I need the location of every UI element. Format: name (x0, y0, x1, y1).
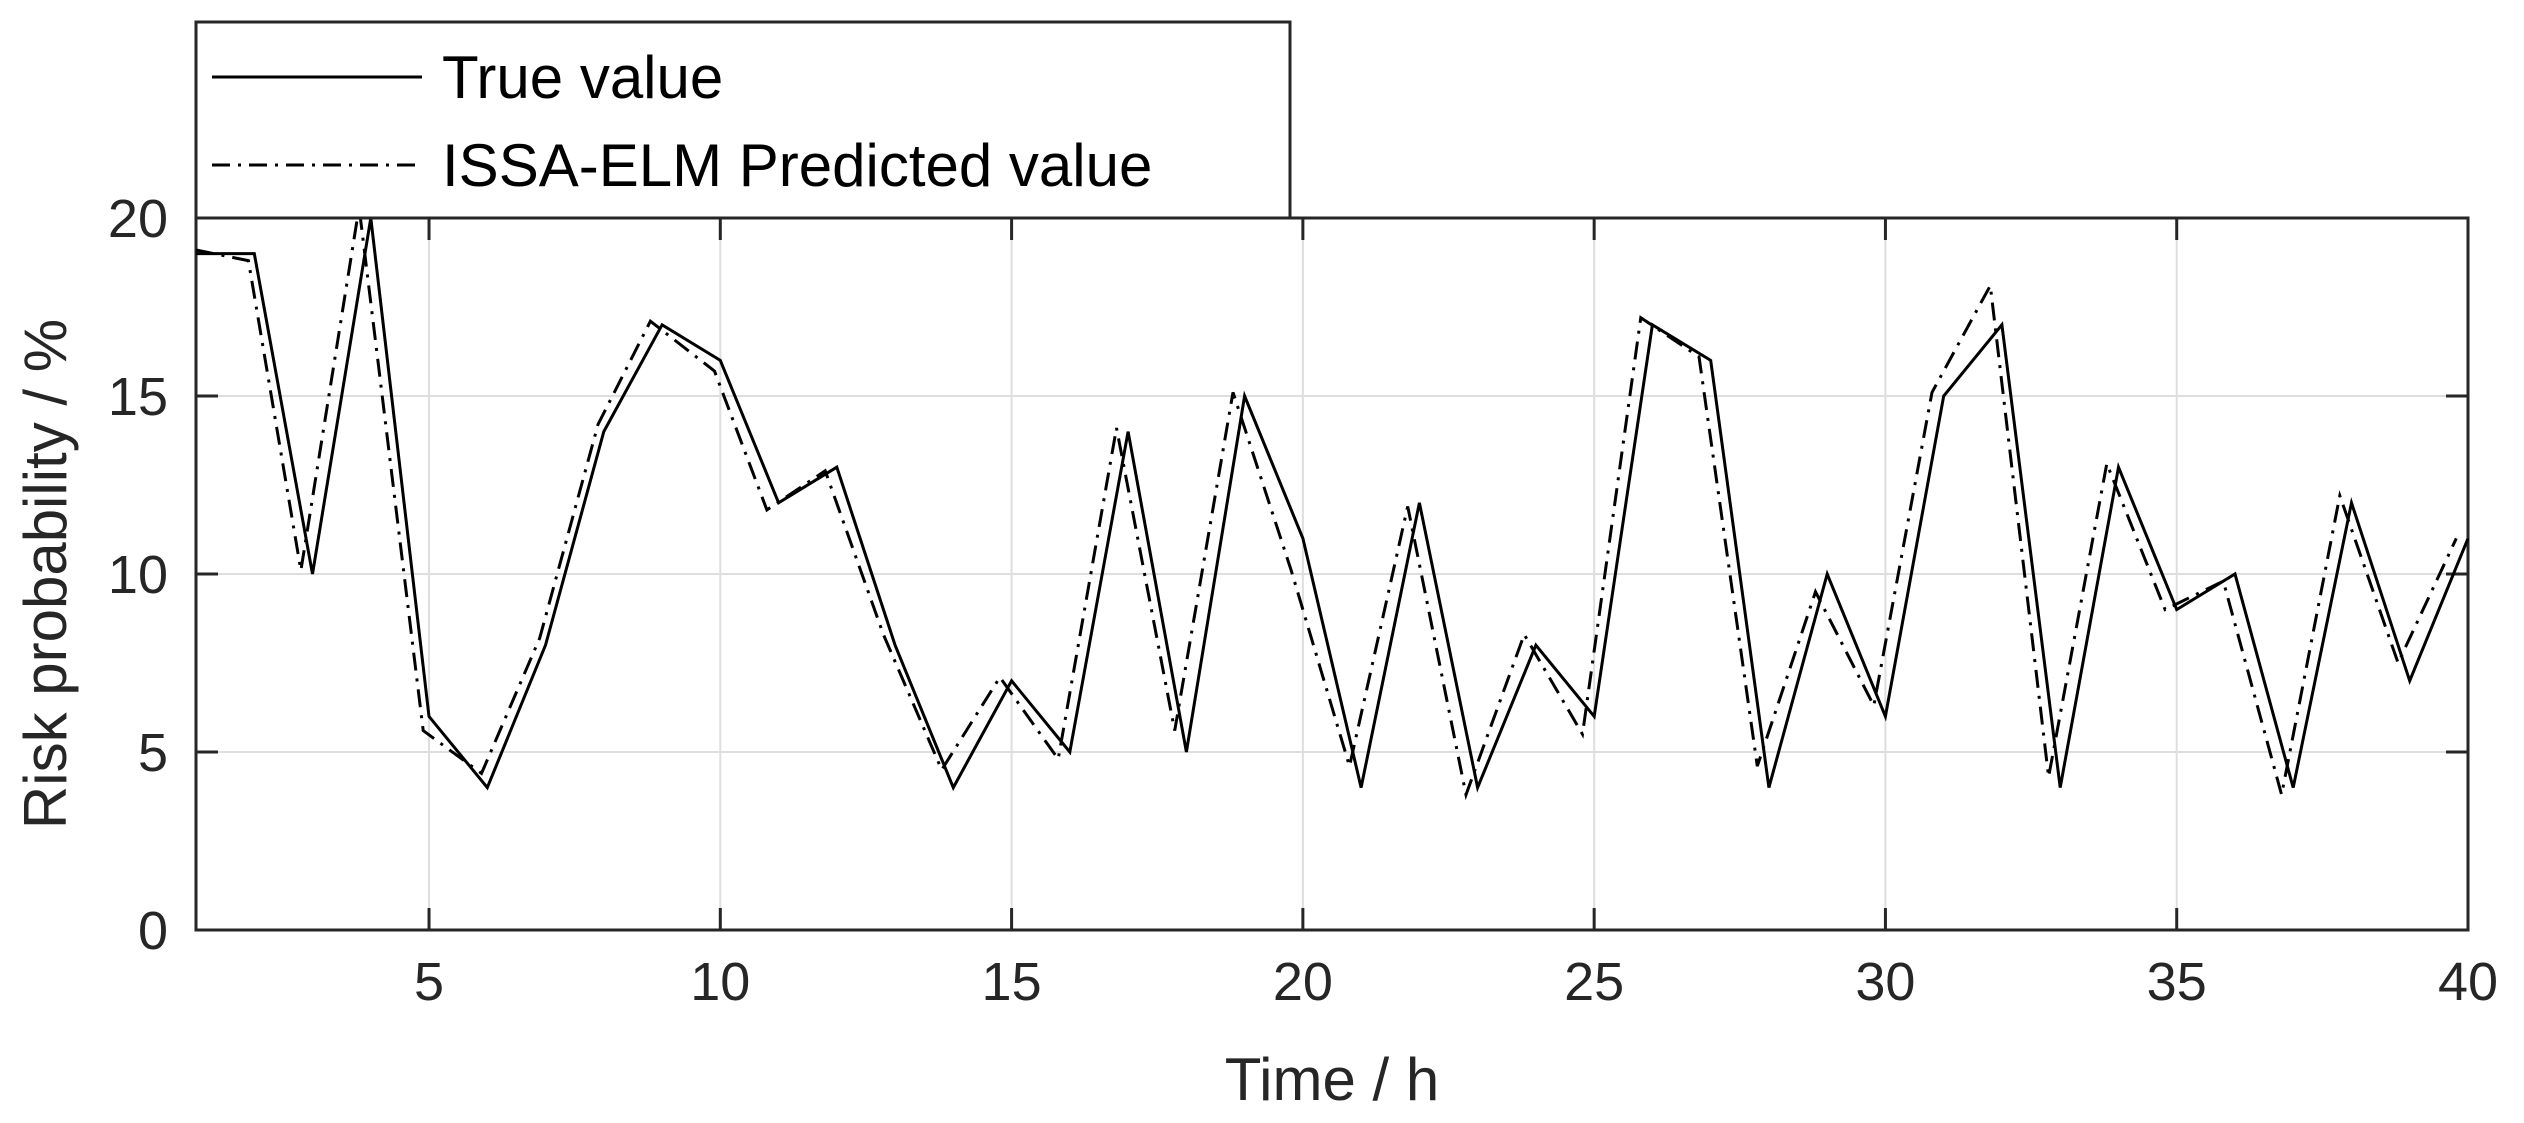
tick-labels: 5 10 15 20 25 30 35 40 0 5 10 15 20 (108, 189, 2498, 1012)
x-tick-label: 10 (690, 952, 750, 1012)
y-tick-label: 10 (108, 545, 168, 605)
x-tick-label: 20 (1273, 952, 1333, 1012)
y-tick-label: 0 (138, 901, 168, 961)
series-lines (195, 207, 2470, 801)
legend-entry-true-value: True value (442, 44, 723, 111)
y-tick-label: 20 (108, 189, 168, 249)
x-tick-label: 30 (1855, 952, 1915, 1012)
legend-box (194, 20, 1292, 220)
x-tick-label: 5 (414, 952, 444, 1012)
x-tick-label: 40 (2438, 952, 2498, 1012)
legend: True value ISSA-ELM Predicted value (194, 20, 1292, 220)
y-tick-label: 5 (138, 723, 168, 783)
y-axis-label: Risk probability / % (12, 319, 79, 829)
y-tick-label: 15 (108, 367, 168, 427)
x-tick-label: 15 (982, 952, 1042, 1012)
x-axis-label: Time / h (1225, 1046, 1439, 1113)
x-tick-label: 25 (1564, 952, 1624, 1012)
series-line-true-value (196, 217, 2470, 793)
x-tick-label: 35 (2147, 952, 2207, 1012)
grid-lines (196, 217, 2469, 931)
series-line-predicted-value (195, 207, 2458, 801)
legend-entry-predicted-value: ISSA-ELM Predicted value (442, 132, 1152, 199)
